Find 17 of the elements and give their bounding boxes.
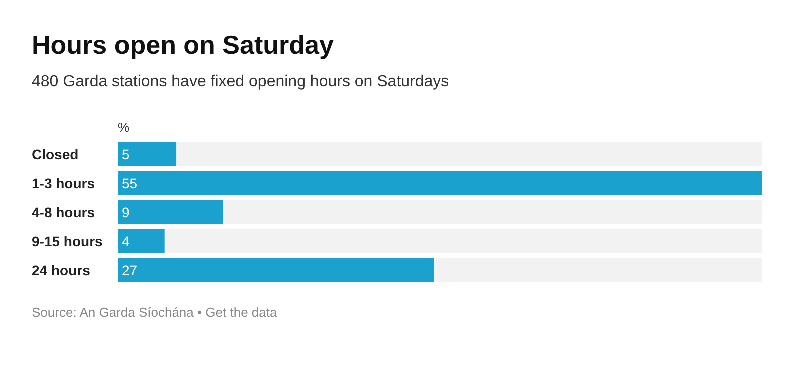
data-label: 9 — [122, 204, 130, 220]
x-axis-title: % — [118, 120, 130, 135]
data-label: 4 — [122, 234, 130, 250]
data-label: 5 — [122, 146, 130, 162]
data-label: 55 — [122, 176, 138, 192]
y-tick-label: Closed — [32, 146, 79, 162]
y-tick-label: 1-3 hours — [32, 176, 96, 192]
y-tick-label: 9-15 hours — [32, 234, 104, 250]
chart-title: Hours open on Saturday — [32, 30, 334, 60]
bar — [118, 200, 224, 224]
bar — [118, 142, 177, 166]
y-tick-label: 4-8 hours — [32, 204, 96, 220]
bar — [118, 230, 165, 254]
data-label: 27 — [122, 262, 138, 278]
source-note: Source: An Garda Síochána • Get the data — [32, 305, 278, 320]
y-tick-label: 24 hours — [32, 262, 91, 278]
chart-subtitle: 480 Garda stations have fixed opening hours on Saturdays — [32, 74, 450, 90]
